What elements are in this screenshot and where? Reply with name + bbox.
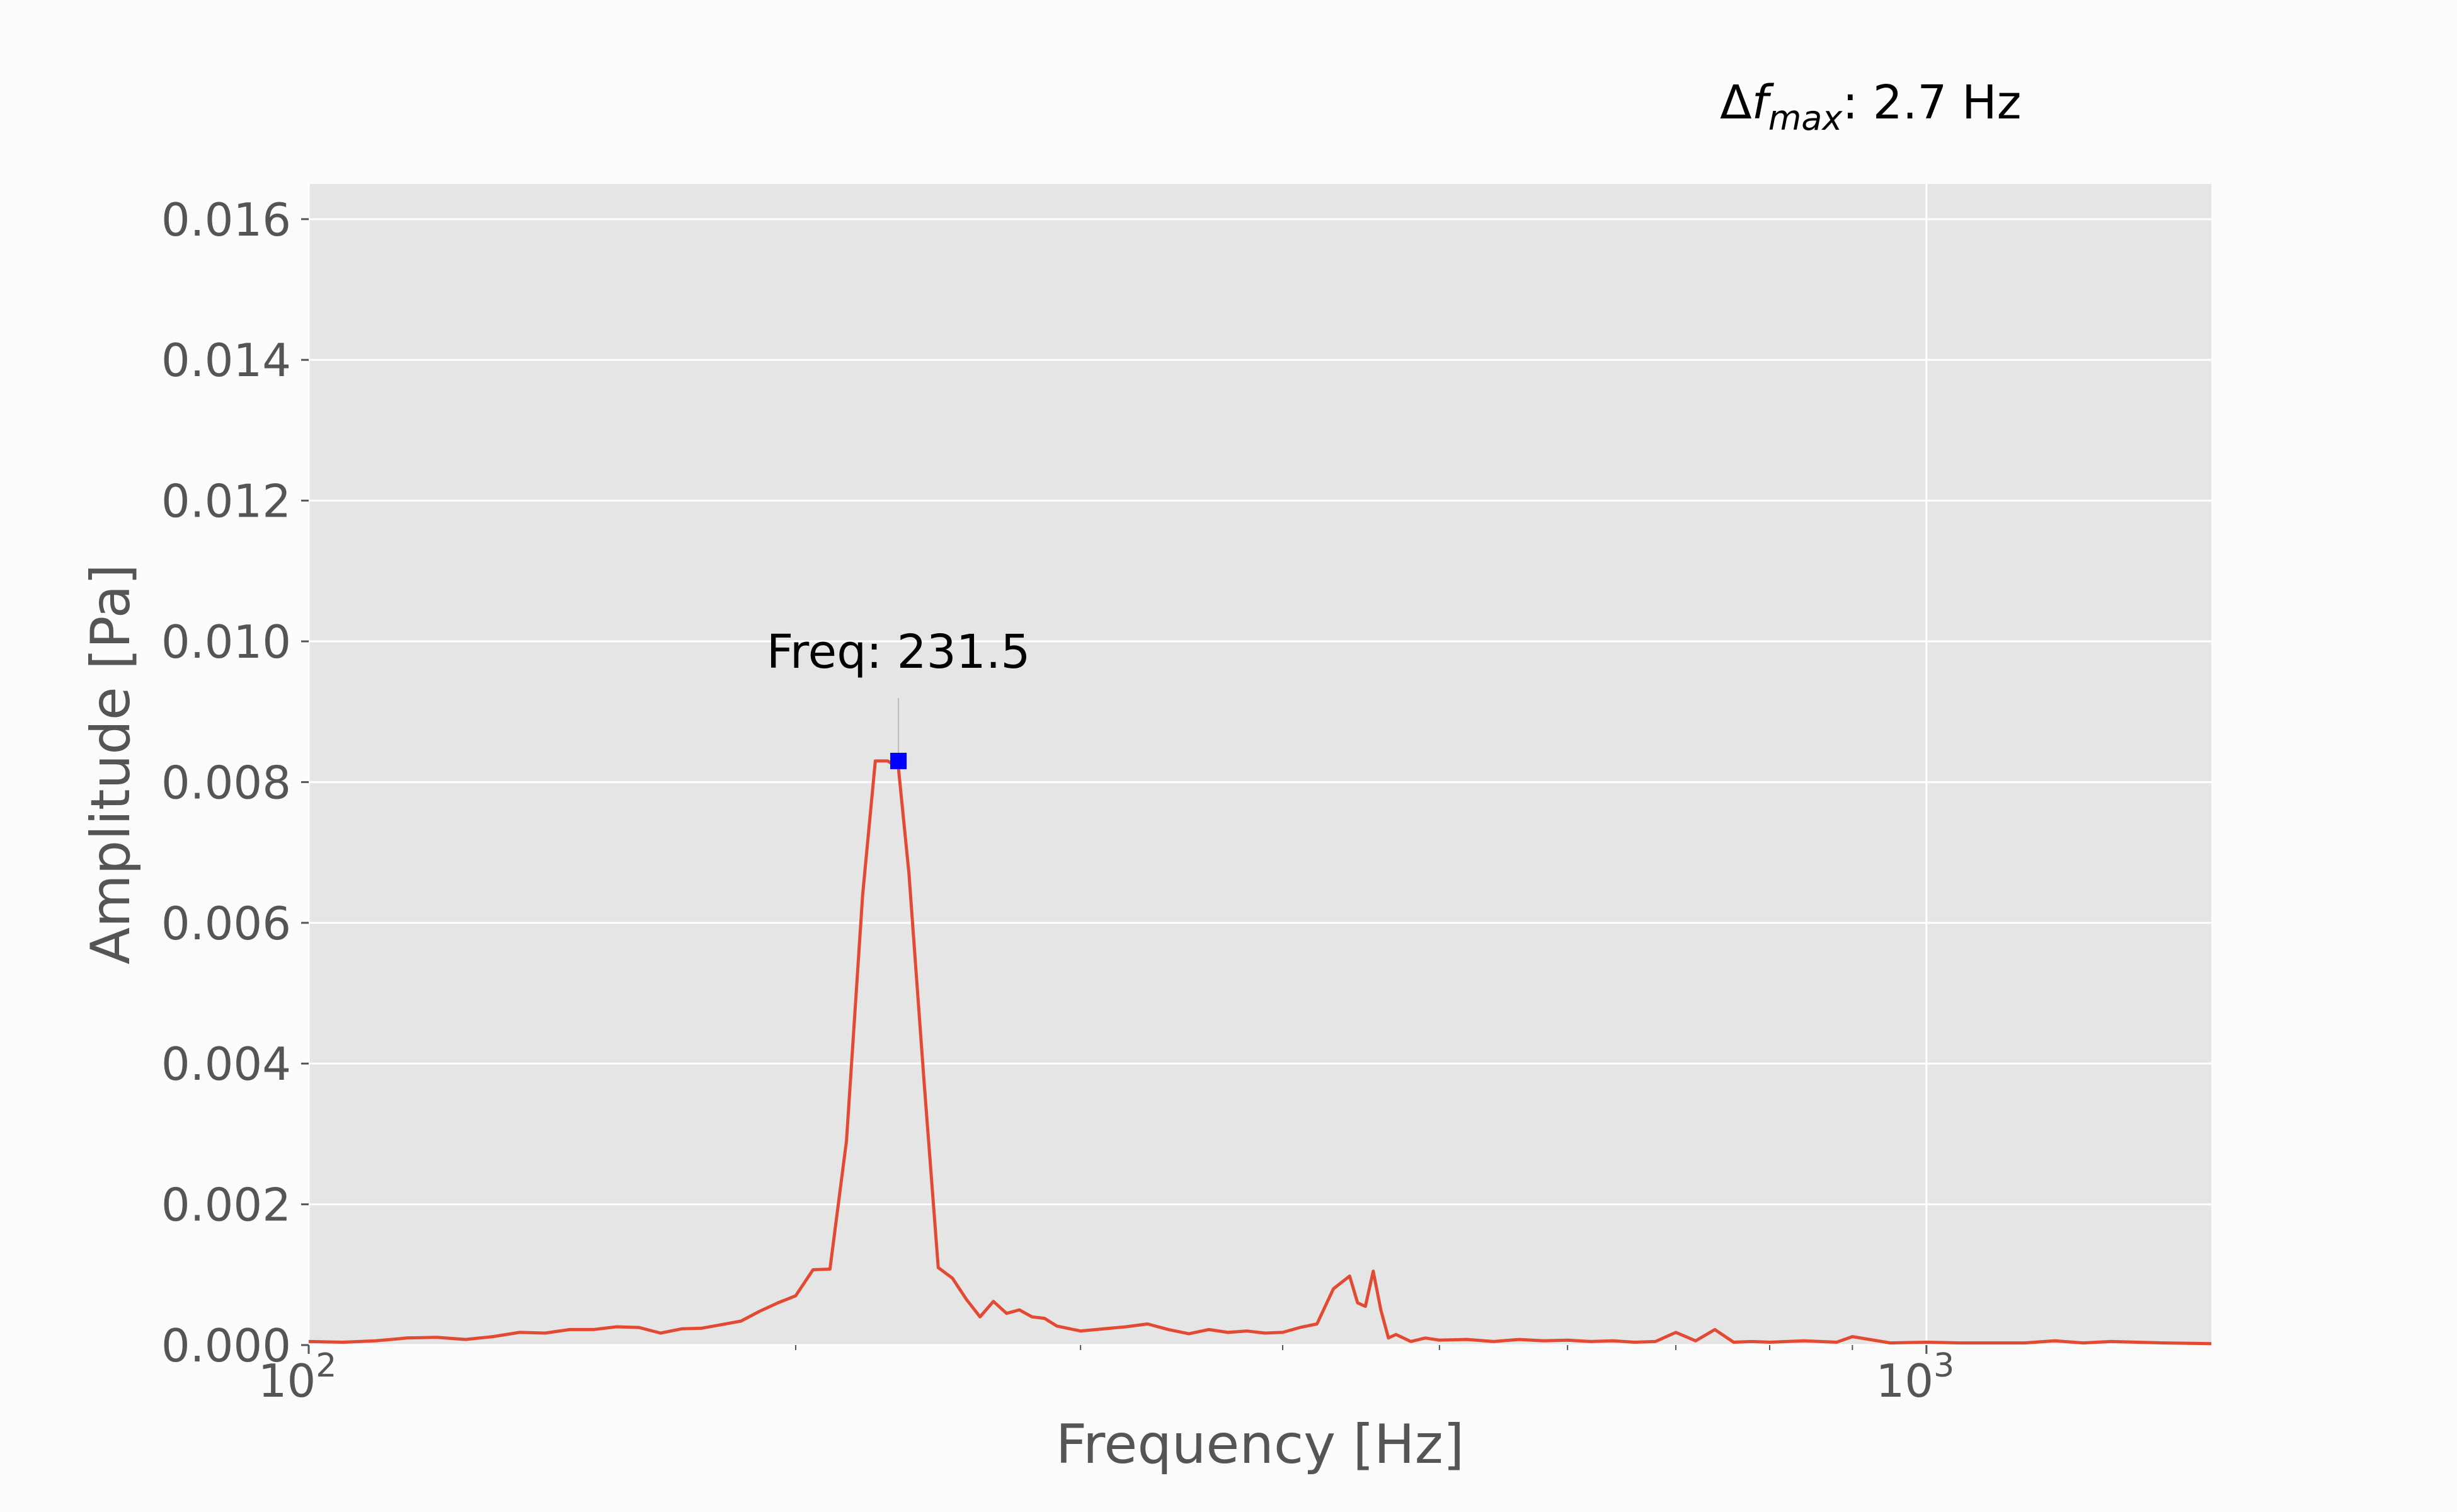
peak-frequency-label: Freq: 231.5 (767, 625, 1031, 679)
y-tick-label: 0.010 (161, 616, 291, 668)
y-tick-label: 0.000 (161, 1319, 291, 1372)
resolution-prefix: Δ (1720, 76, 1752, 130)
peak-marker (890, 752, 907, 769)
peak-annotation: Freq: 231.5 (767, 625, 1031, 769)
y-tick-label: 0.016 (161, 193, 291, 246)
y-tick-label: 0.008 (161, 756, 291, 809)
y-tick-label: 0.002 (161, 1179, 291, 1232)
x-axis-label: Frequency [Hz] (1056, 1413, 1465, 1476)
y-tick-label: 0.004 (161, 1038, 291, 1091)
frequency-resolution-label: Δfmax: 2.7 Hz (1720, 76, 2022, 138)
resolution-subscript: max (1768, 98, 1843, 138)
x-tick-label: 102 (258, 1347, 337, 1407)
x-axis-ticks: 102 103 (258, 1345, 1954, 1407)
y-axis-label: Amplitude [Pa] (79, 564, 142, 965)
plot-area (309, 184, 2211, 1345)
y-tick-label: 0.014 (161, 334, 291, 387)
y-axis-ticks: 0.000 0.002 0.004 0.006 0.008 0.010 0.012 0.014… (161, 193, 309, 1372)
amplitude-spectrum-line (308, 759, 2212, 1346)
y-tick-label: 0.012 (161, 475, 291, 528)
x-tick-label: 103 (1876, 1347, 1954, 1407)
resolution-suffix: : 2.7 Hz (1842, 76, 2021, 130)
series-lines (308, 759, 2212, 1346)
gridlines (307, 184, 2211, 1346)
y-tick-label: 0.006 (161, 897, 291, 950)
